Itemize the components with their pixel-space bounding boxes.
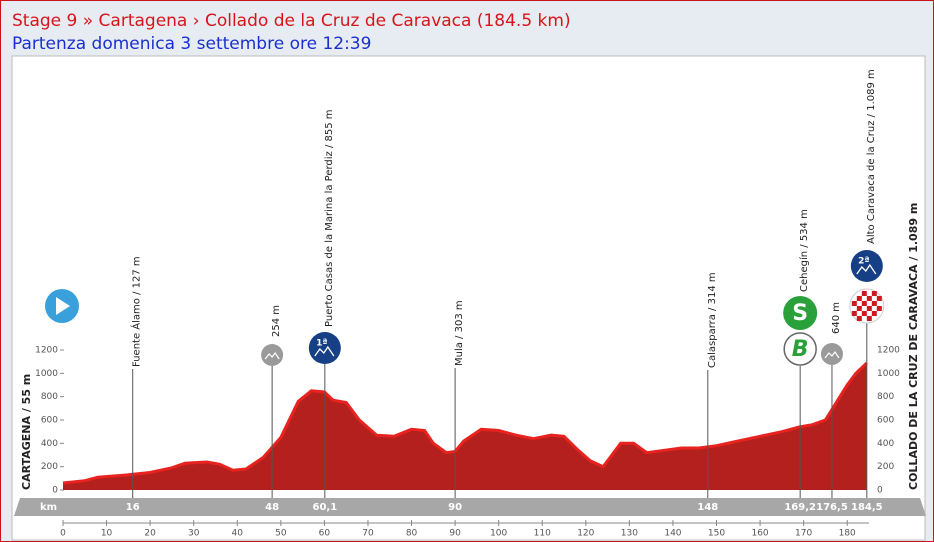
waypoint-label: 640 m (831, 302, 842, 334)
mountain-glyph (314, 345, 335, 357)
waypoint-label: Mula / 303 m (454, 300, 465, 366)
x-tick-label: 20 (144, 529, 156, 539)
y-tick-label-right: 800 (877, 392, 894, 402)
cat-icon (820, 343, 843, 365)
y-tick-label-right: 1200 (877, 346, 900, 356)
sprint-icon (783, 296, 818, 330)
bonus-label: B (792, 337, 809, 362)
checker (856, 316, 862, 321)
x-tick-label: 40 (232, 529, 244, 539)
cat-icon (261, 344, 284, 366)
y-tick-label-right: 400 (877, 439, 894, 449)
checker (856, 306, 862, 311)
checker (851, 311, 857, 316)
chart-title: Stage 9 » Cartagena › Collado de la Cruz… (12, 11, 571, 31)
checker (861, 311, 867, 316)
mountain-glyph (856, 263, 877, 275)
sprint-label: S (792, 301, 808, 326)
x-tick-label: 100 (490, 529, 507, 539)
cat-label: 1ª (316, 339, 327, 349)
profile-edge (62, 361, 868, 485)
y-tick-label-right: 200 (877, 462, 894, 472)
waypoint-label: Puerto Casas de la Marina la Perdiz / 85… (324, 109, 335, 327)
x-tick-label: 60 (319, 529, 331, 539)
y-tick-label: 400 (41, 439, 58, 449)
x-tick-label: 150 (708, 529, 725, 539)
km-label: 16 (126, 502, 140, 513)
cat-icon (308, 332, 341, 364)
km-label: 48 (265, 502, 279, 513)
start-label: CARTAGENA / 55 m (20, 374, 33, 490)
km-label: 169,2 (784, 502, 816, 513)
x-tick-label: 90 (449, 529, 461, 539)
y-tick-label: 1000 (35, 369, 58, 379)
y-tick-label: 0 (52, 486, 58, 496)
km-label: 90 (448, 502, 462, 513)
waypoint-label: Fuente Álamo / 127 m (130, 256, 143, 367)
checker (876, 306, 882, 311)
checker (866, 306, 872, 311)
mountain-glyph (264, 351, 280, 360)
cat-label: 2ª (858, 257, 869, 267)
chart-subtitle: Partenza domenica 3 settembre ore 12:39 (12, 34, 371, 54)
checker (866, 296, 872, 301)
x-tick-label: 140 (664, 529, 681, 539)
checker (861, 301, 867, 306)
km-label: 148 (697, 502, 718, 513)
checker (871, 301, 877, 306)
checker (856, 296, 862, 301)
checker (861, 291, 867, 296)
checker (851, 301, 857, 306)
x-tick-label: 0 (60, 529, 66, 539)
finish-label: COLLADO DE LA CRUZ DE CARAVACA / 1.089 m (907, 203, 920, 490)
x-tick-label: 50 (275, 529, 287, 539)
y-tick-label: 600 (41, 416, 58, 426)
x-tick-label: 70 (362, 529, 374, 539)
y-tick-label-right: 600 (877, 416, 894, 426)
x-tick-label: 80 (406, 529, 418, 539)
waypoint-label: Cehegín / 534 m (798, 209, 810, 292)
bonus-icon (783, 332, 817, 366)
x-tick-label: 110 (534, 529, 551, 539)
waypoint-label: 254 m (271, 305, 282, 337)
checker (866, 316, 872, 321)
y-tick-label: 800 (41, 392, 58, 402)
x-tick-label: 160 (751, 529, 768, 539)
km-label: 184,5 (851, 502, 883, 513)
x-tick-label: 30 (188, 529, 200, 539)
y-tick-label-right: 0 (877, 486, 883, 496)
x-tick-label: 170 (795, 529, 812, 539)
checker (871, 311, 877, 316)
km-bar (14, 498, 926, 516)
x-tick-label: 10 (101, 529, 113, 539)
checker (876, 296, 882, 301)
play-glyph (56, 297, 70, 315)
x-tick-label: 180 (839, 529, 856, 539)
x-tick-label: 130 (621, 529, 638, 539)
x-tick-label: 120 (577, 529, 594, 539)
cat-icon (850, 250, 883, 282)
km-label: 176,5 (816, 502, 848, 513)
checker (871, 291, 877, 296)
km-unit: km (40, 502, 57, 513)
waypoint-label: Alto Caravaca de la Cruz / 1.089 m (866, 69, 877, 244)
y-tick-label-right: 1000 (877, 369, 900, 379)
y-tick-label: 1200 (35, 346, 58, 356)
mountain-glyph (824, 350, 840, 359)
km-label: 60,1 (312, 502, 337, 513)
y-tick-label: 200 (41, 462, 58, 472)
waypoint-label: Calasparra / 314 m (707, 272, 718, 368)
